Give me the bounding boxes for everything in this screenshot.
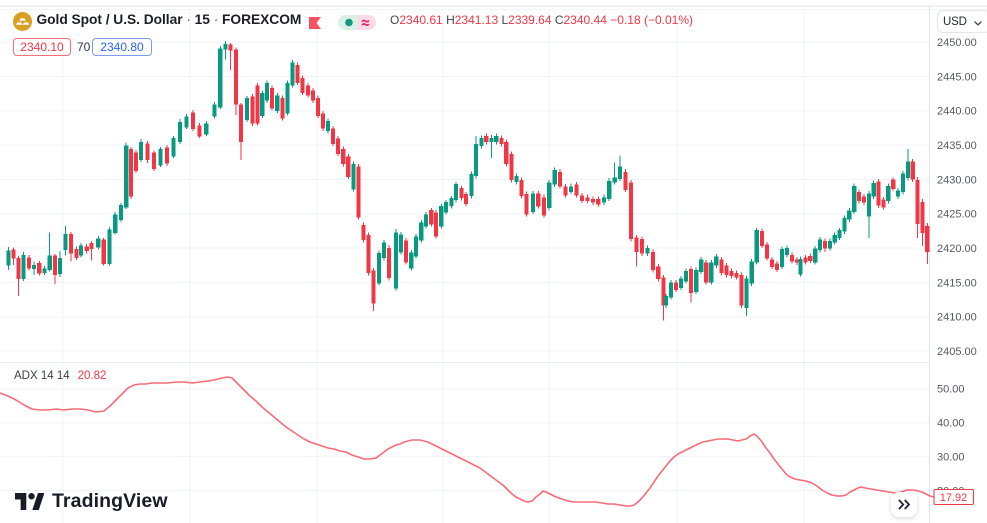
svg-text:2410.00: 2410.00	[937, 312, 977, 324]
svg-text:2445.00: 2445.00	[937, 71, 977, 83]
svg-text:2430.00: 2430.00	[937, 174, 977, 186]
svg-text:2450.00: 2450.00	[937, 37, 977, 49]
svg-text:40.00: 40.00	[937, 418, 965, 430]
svg-text:2415.00: 2415.00	[937, 277, 977, 289]
svg-text:2440.00: 2440.00	[937, 106, 977, 118]
svg-text:2435.00: 2435.00	[937, 140, 977, 152]
svg-text:2425.00: 2425.00	[937, 209, 977, 221]
svg-text:50.00: 50.00	[937, 384, 965, 396]
svg-text:17.92: 17.92	[940, 492, 968, 504]
svg-text:2420.00: 2420.00	[937, 243, 977, 255]
svg-text:2405.00: 2405.00	[937, 346, 977, 358]
svg-text:30.00: 30.00	[937, 452, 965, 464]
